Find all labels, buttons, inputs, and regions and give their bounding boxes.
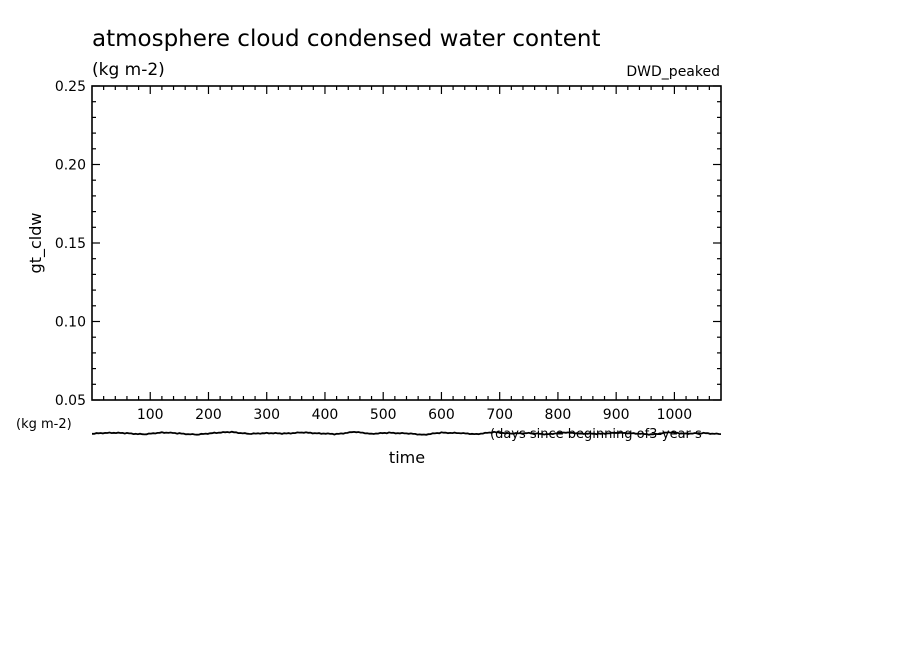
y-tick-label: 0.25 [55, 79, 86, 95]
axis-ticks [92, 85, 721, 401]
x-tick-label: 500 [370, 407, 397, 423]
x-tick-label: 100 [137, 407, 164, 423]
chart-subtitle: (kg m-2) [92, 60, 165, 80]
y-axis-label: gt_cldw [26, 213, 46, 274]
x-tick-label: 600 [428, 407, 455, 423]
y-axis-unit: (kg m-2) [16, 417, 72, 432]
x-tick-label: 900 [603, 407, 630, 423]
y-tick-label: 0.15 [55, 236, 86, 252]
x-tick-label: 300 [253, 407, 280, 423]
y-tick-label: 0.05 [55, 393, 86, 409]
chart-tag: DWD_peaked [626, 64, 720, 80]
x-tick-label: 1000 [657, 407, 693, 423]
x-tick-labels: 100 200 300 400 500 600 700 800 900 1000 [137, 407, 692, 423]
x-tick-label: 800 [545, 407, 572, 423]
y-tick-label: 0.20 [55, 158, 86, 174]
x-axis-label: time [389, 448, 425, 467]
plot-frame [91, 85, 722, 401]
y-tick-label: 0.10 [55, 315, 86, 331]
y-tick-labels: 0.05 0.10 0.15 0.20 0.25 [55, 79, 86, 409]
x-tick-label: 400 [312, 407, 339, 423]
series-line [92, 430, 722, 436]
x-tick-label: 200 [195, 407, 222, 423]
chart-title: atmosphere cloud condensed water content [92, 26, 600, 52]
x-tick-label: 700 [486, 407, 513, 423]
